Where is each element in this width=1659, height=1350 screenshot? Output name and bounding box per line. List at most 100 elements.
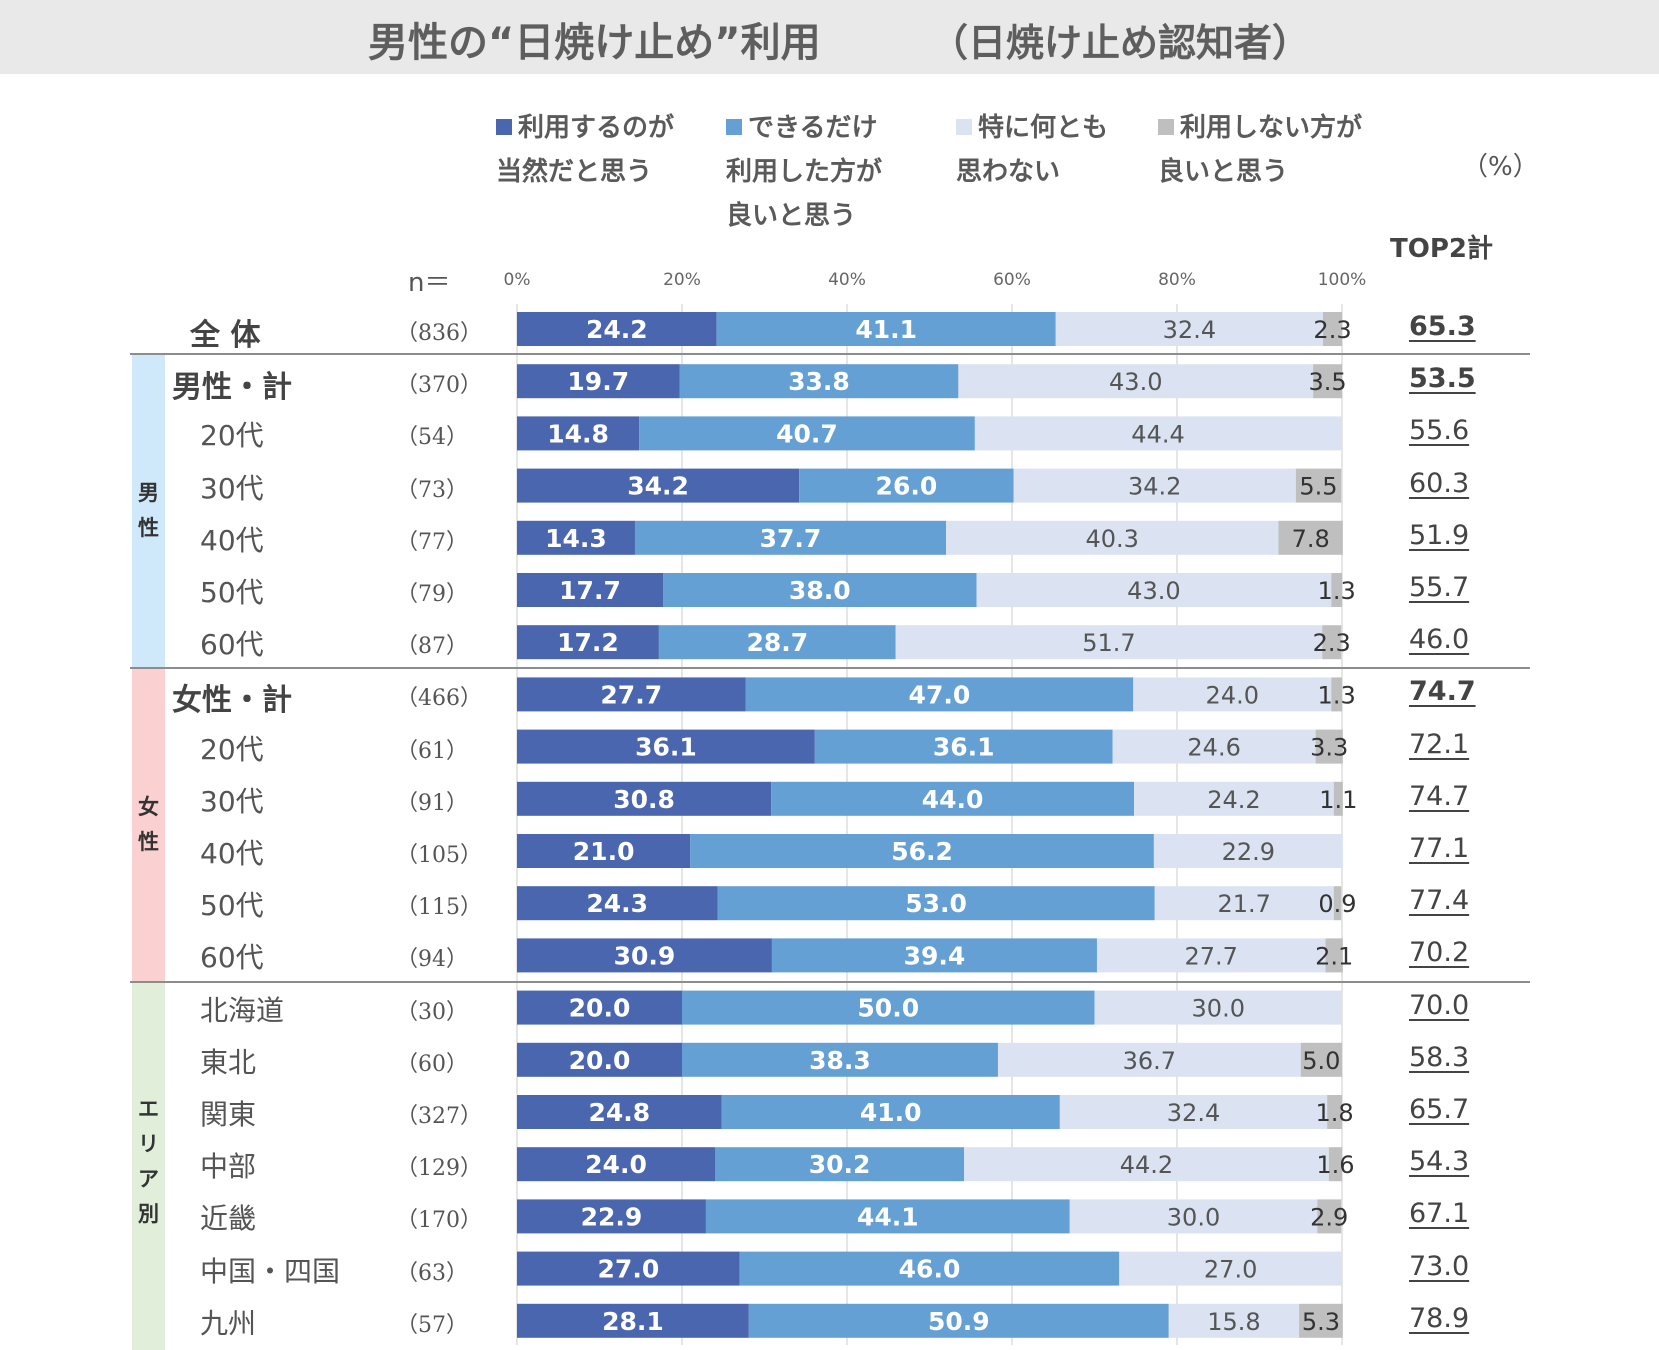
bar-value-label: 26.0 — [876, 472, 938, 501]
bar-segment — [1119, 1251, 1342, 1286]
bar-value-label: 30.9 — [614, 941, 676, 970]
row-label: 20代 — [200, 732, 264, 766]
bar-value-label: 41.0 — [860, 1098, 922, 1127]
unit-label: （%） — [1462, 152, 1539, 182]
bar-value-label: 30.2 — [809, 1150, 871, 1179]
bar-segment — [716, 312, 1056, 346]
bar-segment — [745, 677, 1134, 712]
bar-segment — [1112, 729, 1316, 764]
top2-value: 53.5 — [1409, 363, 1476, 395]
bar-segment — [682, 1042, 998, 1077]
bar-segment — [517, 1095, 722, 1129]
row-label: 50代 — [200, 889, 264, 923]
top2-value: 51.9 — [1409, 519, 1470, 551]
chart-subtitle: （日焼け止め認知者） — [930, 21, 1311, 65]
bar-value-label: 40.7 — [776, 419, 838, 448]
top2-value: 58.3 — [1409, 1041, 1470, 1073]
bar-segment — [1333, 886, 1342, 921]
bar-value-label: 2.1 — [1315, 942, 1353, 970]
bar-value-label: 21.0 — [573, 837, 635, 866]
bar-segment — [1322, 625, 1342, 660]
top2-value: 74.7 — [1409, 676, 1476, 708]
bar-value-label: 33.8 — [788, 367, 850, 396]
bar-segment — [1327, 1095, 1342, 1129]
bar-segment — [771, 781, 1135, 816]
group-label-male: 男 性 — [138, 481, 159, 540]
bar-segment — [976, 573, 1332, 607]
bar-value-label: 2.3 — [1313, 316, 1351, 344]
bar-value-label: 38.0 — [789, 576, 851, 605]
bar-value-label: 19.7 — [567, 367, 629, 396]
bar-value-label: 22.9 — [1222, 838, 1275, 866]
bar-value-label: 5.3 — [1302, 1308, 1340, 1336]
sample-size: （63） — [396, 1260, 468, 1286]
title-bar: 男性の“日焼け止め”利用 （日焼け止め認知者） — [0, 0, 1659, 74]
sample-size: （129） — [396, 1156, 482, 1182]
legend-swatch — [1158, 119, 1174, 135]
sample-size: （57） — [396, 1312, 468, 1338]
top2-header: TOP2計 — [1390, 234, 1493, 264]
bar-value-label: 0.9 — [1318, 890, 1356, 918]
bar-segment — [721, 1095, 1060, 1129]
bar-value-label: 2.9 — [1310, 1203, 1348, 1231]
bar-value-label: 24.0 — [1206, 681, 1259, 709]
bar-value-label: 17.2 — [557, 628, 619, 657]
bar-segment — [1153, 834, 1343, 868]
sample-size: （87） — [396, 634, 468, 660]
sample-size: （170） — [396, 1208, 482, 1234]
bar-segment — [679, 364, 959, 399]
x-tick-label: 60% — [993, 270, 1031, 290]
bar-value-label: 34.2 — [627, 472, 689, 501]
top2-value: 65.7 — [1409, 1094, 1470, 1125]
sample-size: （370） — [396, 373, 482, 399]
bar-segment — [1313, 364, 1342, 399]
n-header: n＝ — [408, 268, 451, 298]
sample-size: （77） — [396, 529, 468, 555]
bar-segment — [517, 938, 772, 973]
bar-segment — [639, 416, 975, 451]
row-label: 30代 — [200, 784, 264, 818]
bar-segment — [1328, 1147, 1342, 1182]
bar-segment — [1168, 1303, 1300, 1338]
bar-value-label: 44.0 — [922, 785, 984, 814]
row-label: 20代 — [200, 419, 264, 453]
bar-value-label: 20.0 — [569, 994, 631, 1023]
sample-size: （836） — [396, 321, 482, 346]
sample-size: （105） — [396, 843, 482, 868]
row-label: 40代 — [200, 837, 264, 870]
legend-swatch — [496, 119, 512, 135]
bar-segment — [1333, 781, 1343, 816]
legend-item-better: できるだけ 利用した方が 良いと思う — [726, 106, 882, 238]
bar-segment — [1331, 573, 1342, 607]
top2-value: 74.7 — [1409, 780, 1470, 812]
sample-size: （94） — [396, 947, 468, 973]
x-tick-label: 80% — [1158, 270, 1196, 290]
bar-value-label: 39.4 — [904, 941, 966, 970]
bar-segment — [634, 520, 946, 555]
bar-value-label: 50.0 — [857, 994, 919, 1023]
bar-value-label: 50.9 — [928, 1307, 990, 1336]
x-tick-label: 0% — [504, 270, 531, 290]
bar-value-label: 44.4 — [1131, 420, 1184, 448]
bar-value-label: 43.0 — [1127, 577, 1180, 605]
sample-size: （327） — [396, 1104, 482, 1129]
bar-value-label: 53.0 — [905, 889, 967, 918]
top2-value: 65.3 — [1409, 311, 1476, 342]
bar-segment — [1299, 1303, 1343, 1338]
bar-value-label: 36.7 — [1123, 1047, 1176, 1075]
bar-segment — [1325, 938, 1343, 973]
bar-value-label: 1.8 — [1315, 1099, 1353, 1127]
bar-value-label: 27.7 — [1185, 942, 1238, 970]
bar-segment — [1331, 677, 1342, 712]
legend-item-obvious: 利用するのが 当然だと思う — [496, 106, 674, 194]
bar-segment — [895, 625, 1323, 660]
row-label: 中国・四国 — [200, 1254, 341, 1288]
group-strip-female — [132, 669, 165, 982]
bar-segment — [958, 364, 1314, 399]
bar-segment — [997, 1042, 1301, 1077]
chart-title: 男性の“日焼け止め”利用 — [368, 20, 821, 66]
bar-value-label: 28.1 — [602, 1307, 664, 1336]
bar-value-label: 43.0 — [1109, 368, 1162, 396]
legend-label: 特に何とも 思わない — [956, 113, 1109, 187]
